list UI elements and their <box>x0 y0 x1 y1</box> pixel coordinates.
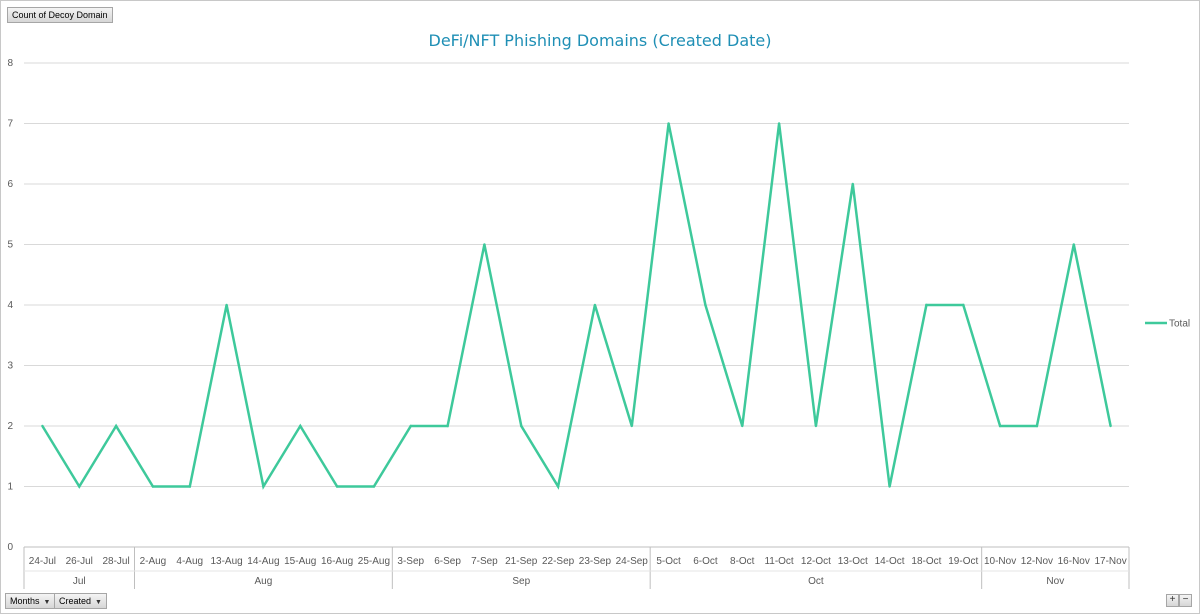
data-point <box>1035 424 1039 428</box>
x-tick-label: 19-Oct <box>948 556 978 567</box>
x-tick-label: 16-Aug <box>321 556 353 567</box>
y-tick-label: 1 <box>7 482 13 493</box>
gridlines <box>24 62 1129 487</box>
y-tick-label: 5 <box>7 240 13 251</box>
data-point <box>777 122 781 125</box>
data-point <box>446 424 449 428</box>
y-tick-label: 3 <box>7 361 13 372</box>
x-group-label: Aug <box>255 576 273 587</box>
x-tick-label: 28-Jul <box>102 556 129 567</box>
created-field-button[interactable]: Created ▼ <box>54 593 107 609</box>
data-point <box>520 424 523 428</box>
data-point <box>667 122 670 125</box>
x-tick-label: 25-Aug <box>358 556 390 567</box>
x-tick-label: 26-Jul <box>66 556 93 567</box>
x-tick-label: 12-Nov <box>1021 556 1053 567</box>
value-field-button[interactable]: Count of Decoy Domain <box>7 7 113 23</box>
data-point <box>630 424 633 428</box>
x-axis: 24-Jul 26-Jul 28-Jul 2-Aug 4-Aug 13-Aug 14-Aug… <box>23 546 1130 589</box>
x-tick-label: 2-Aug <box>140 556 167 567</box>
series-layer <box>41 122 1112 490</box>
data-point <box>483 243 486 246</box>
x-tick-label: 22-Sep <box>542 556 575 567</box>
data-point <box>704 303 707 307</box>
x-tick-label: 8-Oct <box>730 556 755 567</box>
x-tick-label: 17-Nov <box>1094 556 1126 567</box>
data-point <box>335 485 339 488</box>
data-point <box>262 485 265 488</box>
x-group-label: Jul <box>73 576 86 587</box>
dropdown-arrow-icon: ▼ <box>95 599 102 606</box>
x-tick-label: 23-Sep <box>579 556 612 567</box>
data-point <box>409 424 412 428</box>
legend: Total <box>1145 319 1190 330</box>
x-tick-label: 11-Oct <box>764 556 793 567</box>
legend-label: Total <box>1169 319 1190 330</box>
x-tick-label: 10-Nov <box>984 556 1016 567</box>
data-point <box>556 485 560 488</box>
data-point <box>225 303 228 307</box>
x-tick-label: 6-Oct <box>693 556 718 567</box>
y-tick-label: 4 <box>7 300 13 311</box>
data-point <box>814 424 818 428</box>
dropdown-arrow-icon: ▼ <box>43 599 51 606</box>
x-tick-label: 16-Nov <box>1058 556 1090 567</box>
series-line-total <box>41 123 1112 490</box>
x-group-label: Sep <box>512 576 530 587</box>
x-tick-label: 6-Sep <box>434 556 461 567</box>
x-tick-label: 3-Sep <box>397 556 424 567</box>
x-tick-label: 18-Oct <box>911 556 941 567</box>
value-field-label: Count of Decoy Domain <box>12 10 108 20</box>
y-axis: 0 1 2 3 4 5 6 7 8 <box>7 58 13 553</box>
x-tick-label: 13-Aug <box>210 556 242 567</box>
x-tick-label: 12-Oct <box>801 556 831 567</box>
y-tick-label: 6 <box>7 179 13 190</box>
data-point <box>593 303 597 307</box>
x-tick-label: 15-Aug <box>284 556 316 567</box>
months-field-label: Months <box>10 596 40 606</box>
x-tick-label: 21-Sep <box>505 556 538 567</box>
x-tick-label: 5-Oct <box>656 556 681 567</box>
data-point <box>998 424 1002 428</box>
expand-field-button[interactable]: + <box>1166 594 1179 607</box>
x-tick-label: 7-Sep <box>471 556 498 567</box>
data-point <box>41 424 44 428</box>
x-tick-label: 24-Jul <box>29 556 56 567</box>
data-point <box>925 303 928 307</box>
x-tick-label: 14-Oct <box>875 556 905 567</box>
x-tick-label: 24-Sep <box>616 556 649 567</box>
data-point <box>151 485 155 488</box>
chart-title: DeFi/NFT Phishing Domains (Created Date) <box>428 31 772 50</box>
data-point <box>888 485 891 488</box>
data-point <box>188 485 191 488</box>
data-point <box>1072 243 1075 246</box>
collapse-field-button[interactable]: − <box>1179 594 1192 607</box>
data-point <box>299 424 302 428</box>
data-point <box>114 424 118 428</box>
x-group-label: Oct <box>808 576 824 587</box>
data-point <box>372 485 376 488</box>
y-tick-label: 0 <box>7 542 13 553</box>
created-field-label: Created <box>59 596 92 606</box>
x-tick-label: 14-Aug <box>247 556 279 567</box>
x-group-label: Nov <box>1046 576 1064 587</box>
y-tick-label: 2 <box>7 421 13 432</box>
y-tick-label: 8 <box>7 58 13 69</box>
data-point <box>78 485 81 488</box>
x-tick-label: 4-Aug <box>176 556 203 567</box>
y-tick-label: 7 <box>7 119 13 130</box>
data-point <box>851 182 854 186</box>
data-point <box>1109 424 1112 428</box>
months-field-button[interactable]: Months ▼ <box>5 593 56 609</box>
data-point <box>962 303 965 307</box>
data-point <box>741 424 744 428</box>
x-tick-label: 13-Oct <box>838 556 868 567</box>
